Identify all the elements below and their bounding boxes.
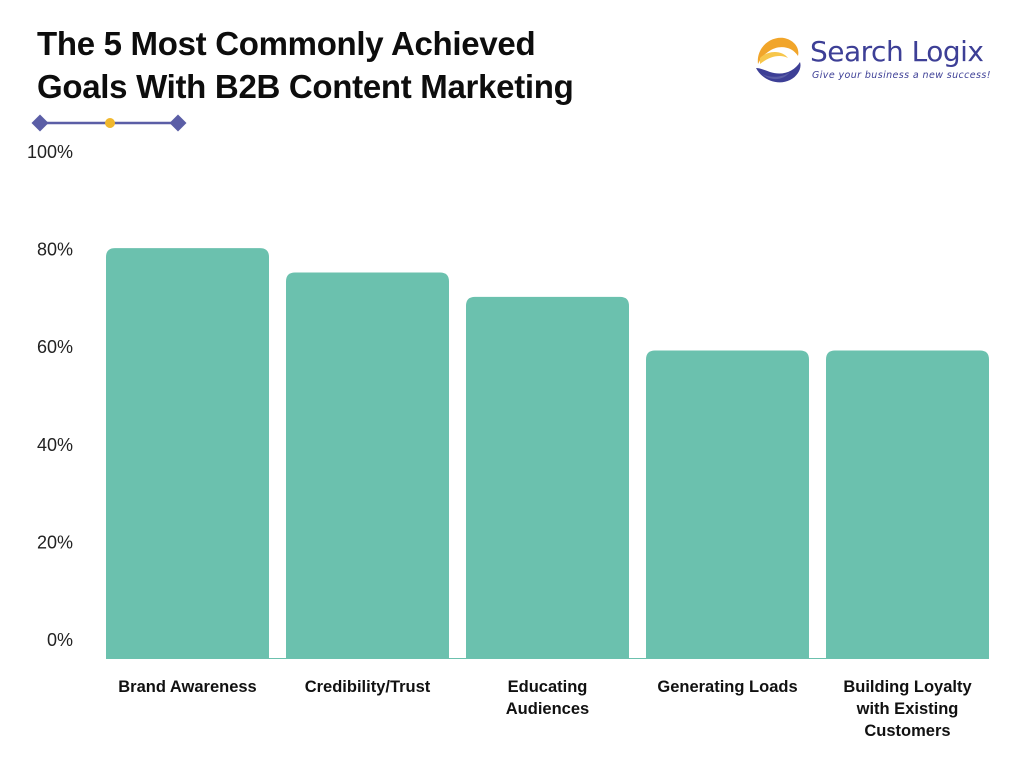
divider-dot-icon	[105, 118, 115, 128]
bar	[466, 296, 629, 659]
x-axis: Brand Awareness Credibility/Trust Educatin…	[118, 678, 972, 740]
y-tick-label: 100%	[27, 142, 73, 162]
x-tick-label: Educating	[508, 678, 588, 696]
bar	[106, 248, 269, 659]
x-tick-label: Audiences	[506, 700, 589, 718]
bar	[286, 272, 449, 659]
y-tick-label: 0%	[47, 630, 73, 650]
y-tick-label: 20%	[37, 532, 73, 552]
y-tick-label: 40%	[37, 435, 73, 455]
brand-name: Search Logix	[810, 35, 984, 68]
chart-title: The 5 Most Commonly Achieved Goals With …	[37, 22, 677, 108]
bar	[646, 350, 809, 659]
y-tick-label: 60%	[37, 337, 73, 357]
x-tick-label: Generating Loads	[657, 678, 797, 696]
x-tick-label: Customers	[864, 722, 950, 740]
brand-tagline: Give your business a new success!	[812, 70, 991, 81]
x-tick-label: Building Loyalty	[843, 678, 972, 696]
bars-group	[106, 248, 989, 659]
x-tick-label: with Existing	[856, 700, 959, 718]
x-tick-label: Credibility/Trust	[305, 678, 431, 696]
x-tick-label: Brand Awareness	[118, 678, 256, 696]
chart-title-line-1: The 5 Most Commonly Achieved	[37, 25, 536, 62]
brand-logo: Search Logix Give your business a new su…	[752, 34, 1002, 94]
bar	[826, 350, 989, 659]
y-axis: 0% 20% 40% 60% 80% 100%	[27, 142, 73, 650]
swirl-logo-icon	[756, 37, 801, 83]
chart-title-line-2: Goals With B2B Content Marketing	[37, 68, 574, 105]
y-tick-label: 80%	[37, 240, 73, 260]
divider-diamond-left-icon	[31, 114, 49, 132]
title-divider-decoration	[31, 114, 187, 132]
